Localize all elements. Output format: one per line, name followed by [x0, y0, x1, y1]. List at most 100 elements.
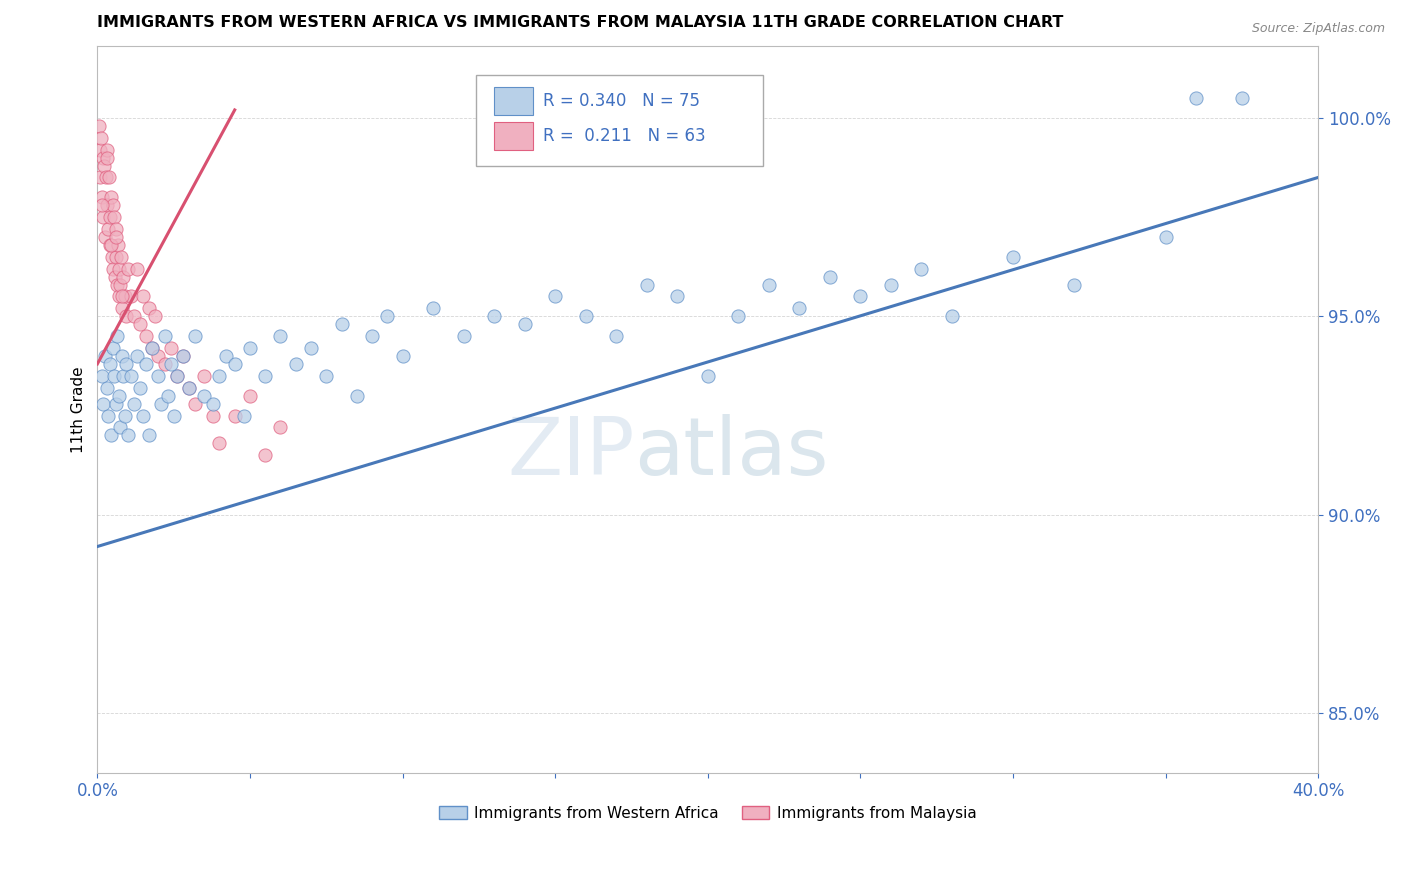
Point: [153, 357, 176, 371]
Point: [1002, 250, 1025, 264]
Point: [112, 269, 135, 284]
Point: [141, 341, 163, 355]
Point: [93, 159, 115, 173]
Point: [880, 277, 903, 292]
Point: [605, 329, 627, 343]
Point: [202, 397, 225, 411]
Point: [166, 368, 188, 383]
Point: [422, 301, 444, 316]
Point: [141, 341, 163, 355]
Point: [89, 170, 111, 185]
Point: [208, 436, 231, 450]
Point: [177, 381, 200, 395]
Point: [135, 357, 157, 371]
Point: [143, 310, 166, 324]
Point: [172, 349, 194, 363]
Point: [104, 230, 127, 244]
Point: [90, 130, 112, 145]
Point: [482, 310, 505, 324]
Point: [87, 119, 110, 133]
Point: [184, 329, 207, 343]
FancyBboxPatch shape: [494, 87, 533, 115]
Point: [575, 310, 598, 324]
Point: [166, 368, 188, 383]
Point: [910, 261, 932, 276]
Point: [89, 143, 111, 157]
Point: [97, 222, 120, 236]
Point: [129, 318, 152, 332]
Point: [193, 389, 215, 403]
Point: [758, 277, 780, 292]
Point: [148, 368, 170, 383]
Point: [125, 349, 148, 363]
Point: [177, 381, 200, 395]
Point: [98, 238, 121, 252]
Point: [104, 222, 127, 236]
Point: [696, 368, 718, 383]
Point: [135, 329, 157, 343]
Point: [727, 310, 749, 324]
Point: [90, 198, 112, 212]
Point: [1185, 91, 1208, 105]
Point: [104, 397, 127, 411]
Point: [163, 409, 186, 423]
Point: [453, 329, 475, 343]
Point: [115, 310, 138, 324]
Point: [232, 409, 254, 423]
Point: [1230, 91, 1253, 105]
Point: [101, 250, 124, 264]
Point: [107, 238, 129, 252]
Point: [101, 198, 124, 212]
Point: [100, 428, 122, 442]
Point: [150, 397, 173, 411]
Point: [224, 357, 246, 371]
Point: [122, 310, 145, 324]
Point: [1154, 230, 1177, 244]
Point: [361, 329, 384, 343]
Point: [148, 349, 170, 363]
Point: [330, 318, 353, 332]
Text: IMMIGRANTS FROM WESTERN AFRICA VS IMMIGRANTS FROM MALAYSIA 11TH GRADE CORRELATIO: IMMIGRANTS FROM WESTERN AFRICA VS IMMIGR…: [97, 15, 1064, 30]
Point: [122, 397, 145, 411]
Point: [94, 230, 117, 244]
Text: R = 0.340   N = 75: R = 0.340 N = 75: [543, 92, 700, 110]
Text: Source: ZipAtlas.com: Source: ZipAtlas.com: [1251, 22, 1385, 36]
Point: [100, 190, 122, 204]
Point: [94, 349, 117, 363]
Point: [299, 341, 322, 355]
Point: [103, 368, 125, 383]
Point: [120, 289, 142, 303]
Point: [104, 269, 127, 284]
Point: [115, 357, 138, 371]
Point: [114, 409, 136, 423]
Point: [159, 357, 181, 371]
Point: [818, 269, 841, 284]
FancyBboxPatch shape: [475, 76, 763, 166]
Point: [100, 238, 122, 252]
Point: [636, 277, 658, 292]
Point: [269, 329, 291, 343]
Point: [193, 368, 215, 383]
Point: [112, 368, 135, 383]
Point: [93, 397, 115, 411]
Point: [96, 151, 118, 165]
Point: [941, 310, 963, 324]
Point: [105, 329, 128, 343]
Point: [117, 261, 139, 276]
Point: [98, 210, 121, 224]
Point: [96, 143, 118, 157]
Point: [789, 301, 811, 316]
Point: [97, 170, 120, 185]
Point: [105, 250, 128, 264]
Point: [269, 420, 291, 434]
Point: [117, 428, 139, 442]
Point: [125, 261, 148, 276]
Point: [107, 289, 129, 303]
Point: [111, 349, 134, 363]
Point: [94, 170, 117, 185]
Point: [254, 368, 277, 383]
Point: [315, 368, 337, 383]
Point: [103, 210, 125, 224]
Point: [129, 381, 152, 395]
Point: [202, 409, 225, 423]
